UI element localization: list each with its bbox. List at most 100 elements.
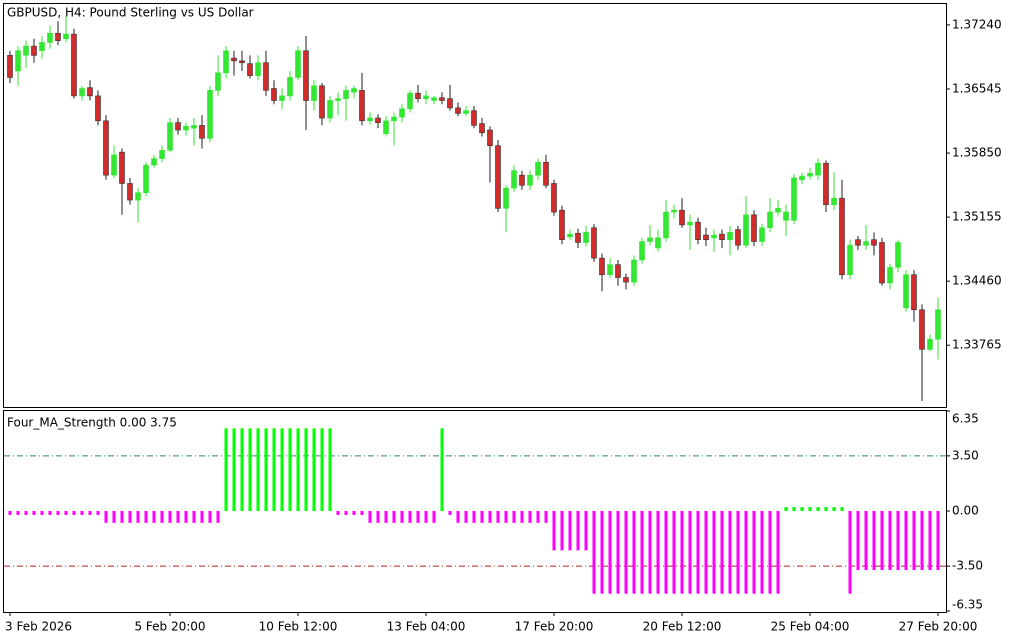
- histogram-bar: [848, 511, 852, 594]
- histogram-bar: [624, 511, 628, 594]
- histogram-bar: [152, 511, 156, 523]
- candle-body: [839, 197, 845, 276]
- candle-body: [127, 183, 133, 201]
- histogram-bar: [760, 511, 764, 594]
- candle-body: [351, 88, 357, 93]
- candle-body: [511, 170, 517, 189]
- histogram-bar: [496, 511, 500, 523]
- histogram-bar: [696, 511, 700, 594]
- histogram-bar: [24, 511, 28, 515]
- histogram-bar: [224, 428, 228, 511]
- histogram-bar: [488, 511, 492, 523]
- candle-body: [31, 45, 37, 56]
- histogram-bar: [528, 511, 532, 523]
- candle-body: [111, 154, 117, 176]
- candle-body: [55, 32, 61, 41]
- histogram-bar: [136, 511, 140, 523]
- histogram-bar: [216, 511, 220, 523]
- candle-body: [47, 32, 53, 43]
- histogram-bar: [384, 511, 388, 523]
- histogram-bar: [16, 511, 20, 515]
- histogram-bar: [864, 511, 868, 571]
- y-tick-label: 1.37240: [952, 17, 1002, 31]
- histogram-bar: [512, 511, 516, 523]
- candle-body: [783, 211, 789, 221]
- candle-body: [455, 107, 461, 114]
- candle-body: [719, 233, 725, 240]
- histogram-bar: [504, 511, 508, 523]
- candle-body: [15, 50, 21, 72]
- histogram-bar: [120, 511, 124, 523]
- candle-body: [447, 98, 453, 109]
- histogram-bar: [232, 428, 236, 511]
- candle-body: [551, 183, 557, 213]
- x-tick-label: 20 Feb 12:00: [643, 620, 722, 634]
- histogram-bar: [560, 511, 564, 551]
- histogram-bar: [912, 511, 916, 571]
- histogram-bar: [320, 428, 324, 511]
- x-tick-label: 10 Feb 12:00: [259, 620, 338, 634]
- candle-body: [367, 117, 373, 122]
- candle-body: [23, 45, 29, 56]
- x-tick-label: 27 Feb 20:00: [899, 620, 978, 634]
- histogram-bar: [8, 511, 12, 515]
- histogram-bar: [464, 511, 468, 523]
- histogram-bar: [712, 511, 716, 594]
- candle-body: [103, 120, 109, 176]
- candle-body: [503, 187, 509, 209]
- candle-body: [703, 234, 709, 240]
- histogram-bar: [264, 428, 268, 511]
- histogram-bar: [664, 511, 668, 594]
- histogram-bar: [208, 511, 212, 523]
- candle-body: [679, 209, 685, 226]
- histogram-bar: [920, 511, 924, 571]
- candle-body: [519, 174, 525, 186]
- candle-body: [607, 264, 613, 276]
- histogram-bar: [928, 511, 932, 571]
- indicator-title: Four_MA_Strength 0.00 3.75: [7, 416, 177, 430]
- candle-body: [183, 126, 189, 131]
- candle-body: [439, 97, 445, 101]
- candle-body: [615, 264, 621, 278]
- x-tick-label: 17 Feb 20:00: [515, 620, 594, 634]
- histogram-bar: [240, 428, 244, 511]
- candle-body: [935, 309, 941, 340]
- histogram-bar: [304, 428, 308, 511]
- histogram-bar: [328, 428, 332, 511]
- histogram-bar: [616, 511, 620, 594]
- histogram-bar: [80, 511, 84, 515]
- candle-body: [823, 162, 829, 205]
- histogram-bar: [816, 507, 820, 511]
- main-pane: [3, 3, 947, 408]
- candle-body: [527, 174, 533, 186]
- candle-body: [399, 108, 405, 118]
- candle-body: [727, 232, 733, 240]
- histogram-bar: [96, 511, 100, 515]
- candle-body: [927, 338, 933, 350]
- histogram-bar: [936, 511, 940, 571]
- candle-body: [535, 161, 541, 176]
- histogram-bar: [856, 511, 860, 571]
- histogram-bar: [280, 428, 284, 511]
- candle-body: [215, 72, 221, 91]
- candle-body: [79, 88, 85, 97]
- candle-body: [663, 211, 669, 239]
- histogram-bar: [472, 511, 476, 523]
- candle-body: [295, 50, 301, 78]
- candle-body: [687, 221, 693, 226]
- histogram-bar: [704, 511, 708, 594]
- histogram-bar: [40, 511, 44, 515]
- histogram-bar: [440, 428, 444, 511]
- histogram-bar: [376, 511, 380, 523]
- histogram-bar: [744, 511, 748, 594]
- histogram-bar: [840, 507, 844, 511]
- histogram-bar: [480, 511, 484, 523]
- histogram-bar: [88, 511, 92, 515]
- histogram-bar: [256, 428, 260, 511]
- candle-body: [599, 257, 605, 276]
- histogram-bar: [432, 511, 436, 523]
- histogram-bar: [32, 511, 36, 515]
- candle-body: [895, 242, 901, 268]
- candle-body: [831, 197, 837, 205]
